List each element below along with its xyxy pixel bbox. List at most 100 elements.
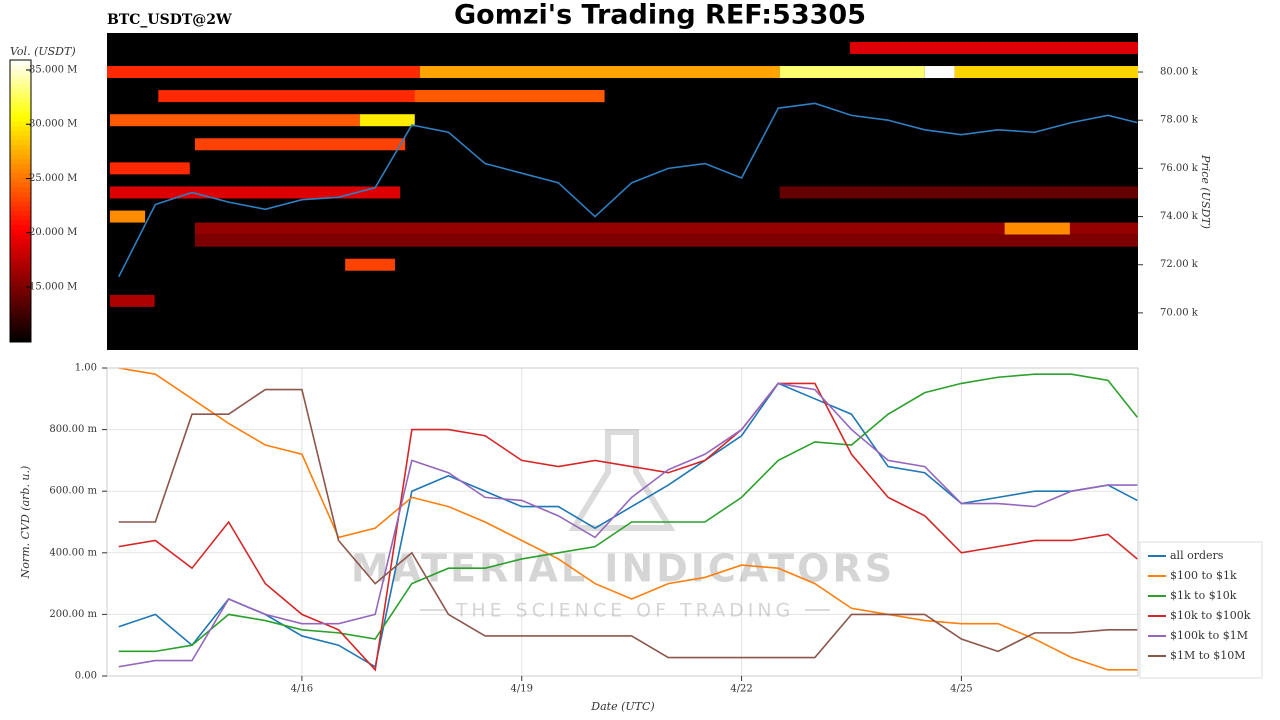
heat-cell: [924, 66, 955, 79]
colorbar-slice: [10, 262, 31, 268]
heat-cell: [359, 114, 415, 127]
colorbar-slice: [10, 116, 31, 122]
y-tick-label: 0.00: [75, 671, 97, 682]
y-tick-label: 1.00: [75, 363, 97, 374]
colorbar-slice: [10, 186, 31, 193]
colorbar-slice: [10, 111, 31, 117]
colorbar-slice: [10, 163, 31, 169]
colorbar-slice: [10, 271, 31, 277]
watermark-icon: [568, 429, 676, 531]
colorbar-slice: [10, 182, 31, 188]
colorbar-slice: [10, 276, 31, 282]
colorbar-tick-label: 15.000 M: [29, 281, 77, 292]
legend-label: $10k to $100k: [1170, 609, 1251, 622]
colorbar-slice: [10, 78, 31, 84]
heat-cell: [954, 66, 1138, 79]
y-tick-label: 76.00 k: [1160, 163, 1199, 174]
colorbar-slice: [10, 337, 31, 343]
colorbar-slice: [10, 97, 31, 103]
heat-cell: [109, 210, 146, 223]
colorbar-label: Vol. (USDT): [10, 45, 76, 58]
colorbar-slice: [10, 318, 31, 324]
series-line: [118, 373, 1138, 653]
heatmap: [107, 33, 1138, 350]
colorbar-slice: [10, 144, 31, 150]
colorbar-slice: [10, 83, 31, 89]
series-line: [118, 388, 1138, 659]
heat-cell: [194, 234, 1138, 247]
heat-cell: [109, 162, 190, 175]
colorbar-slice: [10, 219, 31, 225]
colorbar-slice: [10, 64, 31, 70]
colorbar-slice: [10, 121, 31, 127]
colorbar-slice: [10, 92, 31, 99]
colorbar-tick-label: 25.000 M: [29, 173, 77, 184]
colorbar-tick-label: 20.000 M: [29, 227, 77, 238]
colorbar-slice: [10, 257, 31, 263]
colorbar-slice: [10, 88, 31, 94]
colorbar-slice: [10, 201, 31, 207]
heat-cell: [419, 66, 780, 79]
colorbar-slice: [10, 327, 31, 334]
legend-label: $100 to $1k: [1170, 569, 1237, 582]
colorbar-slice: [10, 309, 31, 315]
colorbar-slice: [10, 69, 31, 75]
colorbar-slice: [10, 107, 31, 113]
x-tick-label: 4/25: [950, 684, 972, 695]
heat-cell: [779, 186, 1138, 199]
colorbar-slice: [10, 205, 31, 211]
x-tick-label: 4/19: [511, 684, 533, 695]
colorbar-slice: [10, 323, 31, 329]
series-line: [118, 382, 1138, 668]
colorbar-slice: [10, 196, 31, 202]
colorbar-slice: [10, 215, 31, 221]
colorbar-slice: [10, 295, 31, 301]
colorbar-slice: [10, 313, 31, 319]
y-tick-label: 74.00 k: [1160, 211, 1199, 222]
legend-label: $1k to $10k: [1170, 589, 1237, 602]
colorbar-slice: [10, 139, 31, 146]
colorbar-slice: [10, 158, 31, 164]
heat-cell: [107, 66, 420, 79]
colorbar-slice: [10, 172, 31, 178]
y-axis-label: Price (USDT): [1199, 154, 1212, 229]
legend-label: $1M to $10M: [1170, 649, 1246, 662]
colorbar-slice: [10, 168, 31, 174]
x-axis-label: Date (UTC): [590, 700, 654, 713]
colorbar-slice: [10, 154, 31, 160]
series-line: [118, 382, 1138, 672]
y-tick-label: 800.00 m: [49, 424, 97, 435]
watermark: MATERIAL INDICATORS THE SCIENCE OF TRADI…: [351, 429, 895, 622]
chart-label: BTC_USDT@2W: [107, 12, 232, 28]
colorbar-slice: [10, 332, 31, 338]
colorbar-slice: [10, 135, 31, 141]
colorbar-slice: [10, 304, 31, 310]
heat-cell: [345, 258, 395, 271]
colorbar-tick-label: 35.000 M: [29, 64, 77, 75]
heat-cell: [194, 222, 1138, 235]
colorbar-slice: [10, 102, 31, 108]
heat-cell: [194, 138, 406, 151]
y-tick-label: 72.00 k: [1160, 259, 1199, 270]
lines: [118, 367, 1138, 672]
colorbar-slice: [10, 243, 31, 249]
y-tick-label: 400.00 m: [49, 547, 97, 558]
colorbar: 15.000 M 20.000 M 25.000 M 30.000 M 35.000 M: [9, 59, 77, 343]
colorbar-slice: [10, 74, 31, 80]
y-tick-label: 78.00 k: [1160, 115, 1199, 126]
colorbar-slice: [10, 280, 31, 287]
watermark-tagline: THE SCIENCE OF TRADING: [455, 600, 795, 622]
x-tick-label: 4/22: [730, 684, 752, 695]
colorbar-slice: [10, 229, 31, 235]
colorbar-slice: [10, 290, 31, 296]
y-tick-label: 600.00 m: [49, 486, 97, 497]
colorbar-slice: [10, 210, 31, 216]
watermark-name: MATERIAL INDICATORS: [351, 547, 895, 591]
colorbar-slice: [10, 233, 31, 240]
heat-cell: [779, 66, 925, 79]
legend-label: $100k to $1M: [1170, 629, 1248, 642]
colorbar-slice: [10, 238, 31, 244]
colorbar-slice: [10, 130, 31, 136]
colorbar-tick-label: 30.000 M: [29, 119, 77, 130]
